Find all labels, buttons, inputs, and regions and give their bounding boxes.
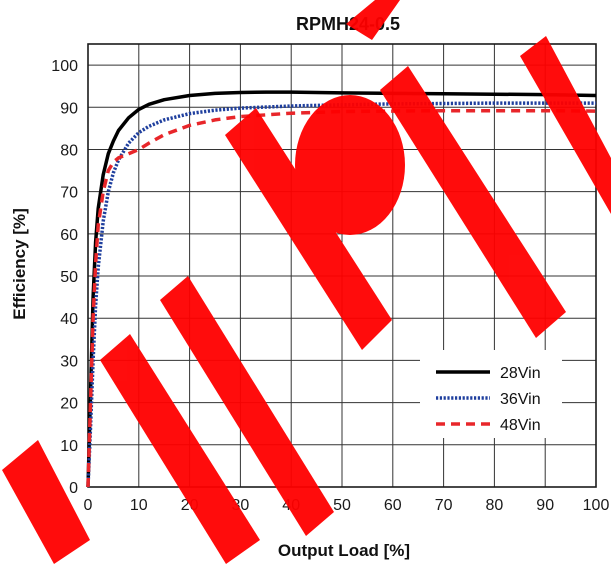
y-tick-label: 80 [60, 142, 78, 159]
y-tick-label: 70 [60, 185, 78, 202]
watermark-stripe [380, 66, 566, 338]
watermark-stripe [520, 36, 611, 214]
x-tick-label: 0 [84, 497, 93, 514]
x-tick-label: 60 [384, 497, 402, 514]
y-tick-label: 50 [60, 269, 78, 286]
watermark-stripe [100, 334, 260, 564]
watermark-stripe [346, 0, 400, 40]
legend-label-36vin: 36Vin [500, 391, 541, 408]
x-tick-label: 50 [333, 497, 351, 514]
watermark-stripe [225, 108, 392, 350]
y-tick-label: 100 [51, 58, 78, 75]
y-tick-label: 0 [69, 480, 78, 497]
y-tick-label: 20 [60, 396, 78, 413]
y-tick-label: 90 [60, 100, 78, 117]
legend-label-48vin: 48Vin [500, 417, 541, 434]
x-axis-label: Output Load [%] [278, 541, 410, 560]
plot-frame [87, 43, 597, 488]
watermark-blob [295, 95, 405, 235]
watermark-stripe [2, 440, 90, 564]
x-tick-label: 100 [583, 497, 610, 514]
x-tick-label: 10 [130, 497, 148, 514]
legend: 28Vin 36Vin 48Vin [420, 350, 562, 438]
watermark-stripe [160, 276, 334, 536]
x-tick-label: 80 [486, 497, 504, 514]
y-axis-label: Efficiency [%] [10, 208, 29, 319]
y-tick-labels: 0 10 20 30 40 50 60 70 80 90 100 [51, 58, 78, 497]
series-line-48vin [86, 108, 597, 488]
x-tick-label: 90 [536, 497, 554, 514]
legend-label-28vin: 28Vin [500, 365, 541, 382]
y-tick-label: 30 [60, 353, 78, 370]
y-tick-label: 10 [60, 438, 78, 455]
y-tick-label: 60 [60, 227, 78, 244]
x-tick-label: 70 [435, 497, 453, 514]
y-tick-label: 40 [60, 311, 78, 328]
